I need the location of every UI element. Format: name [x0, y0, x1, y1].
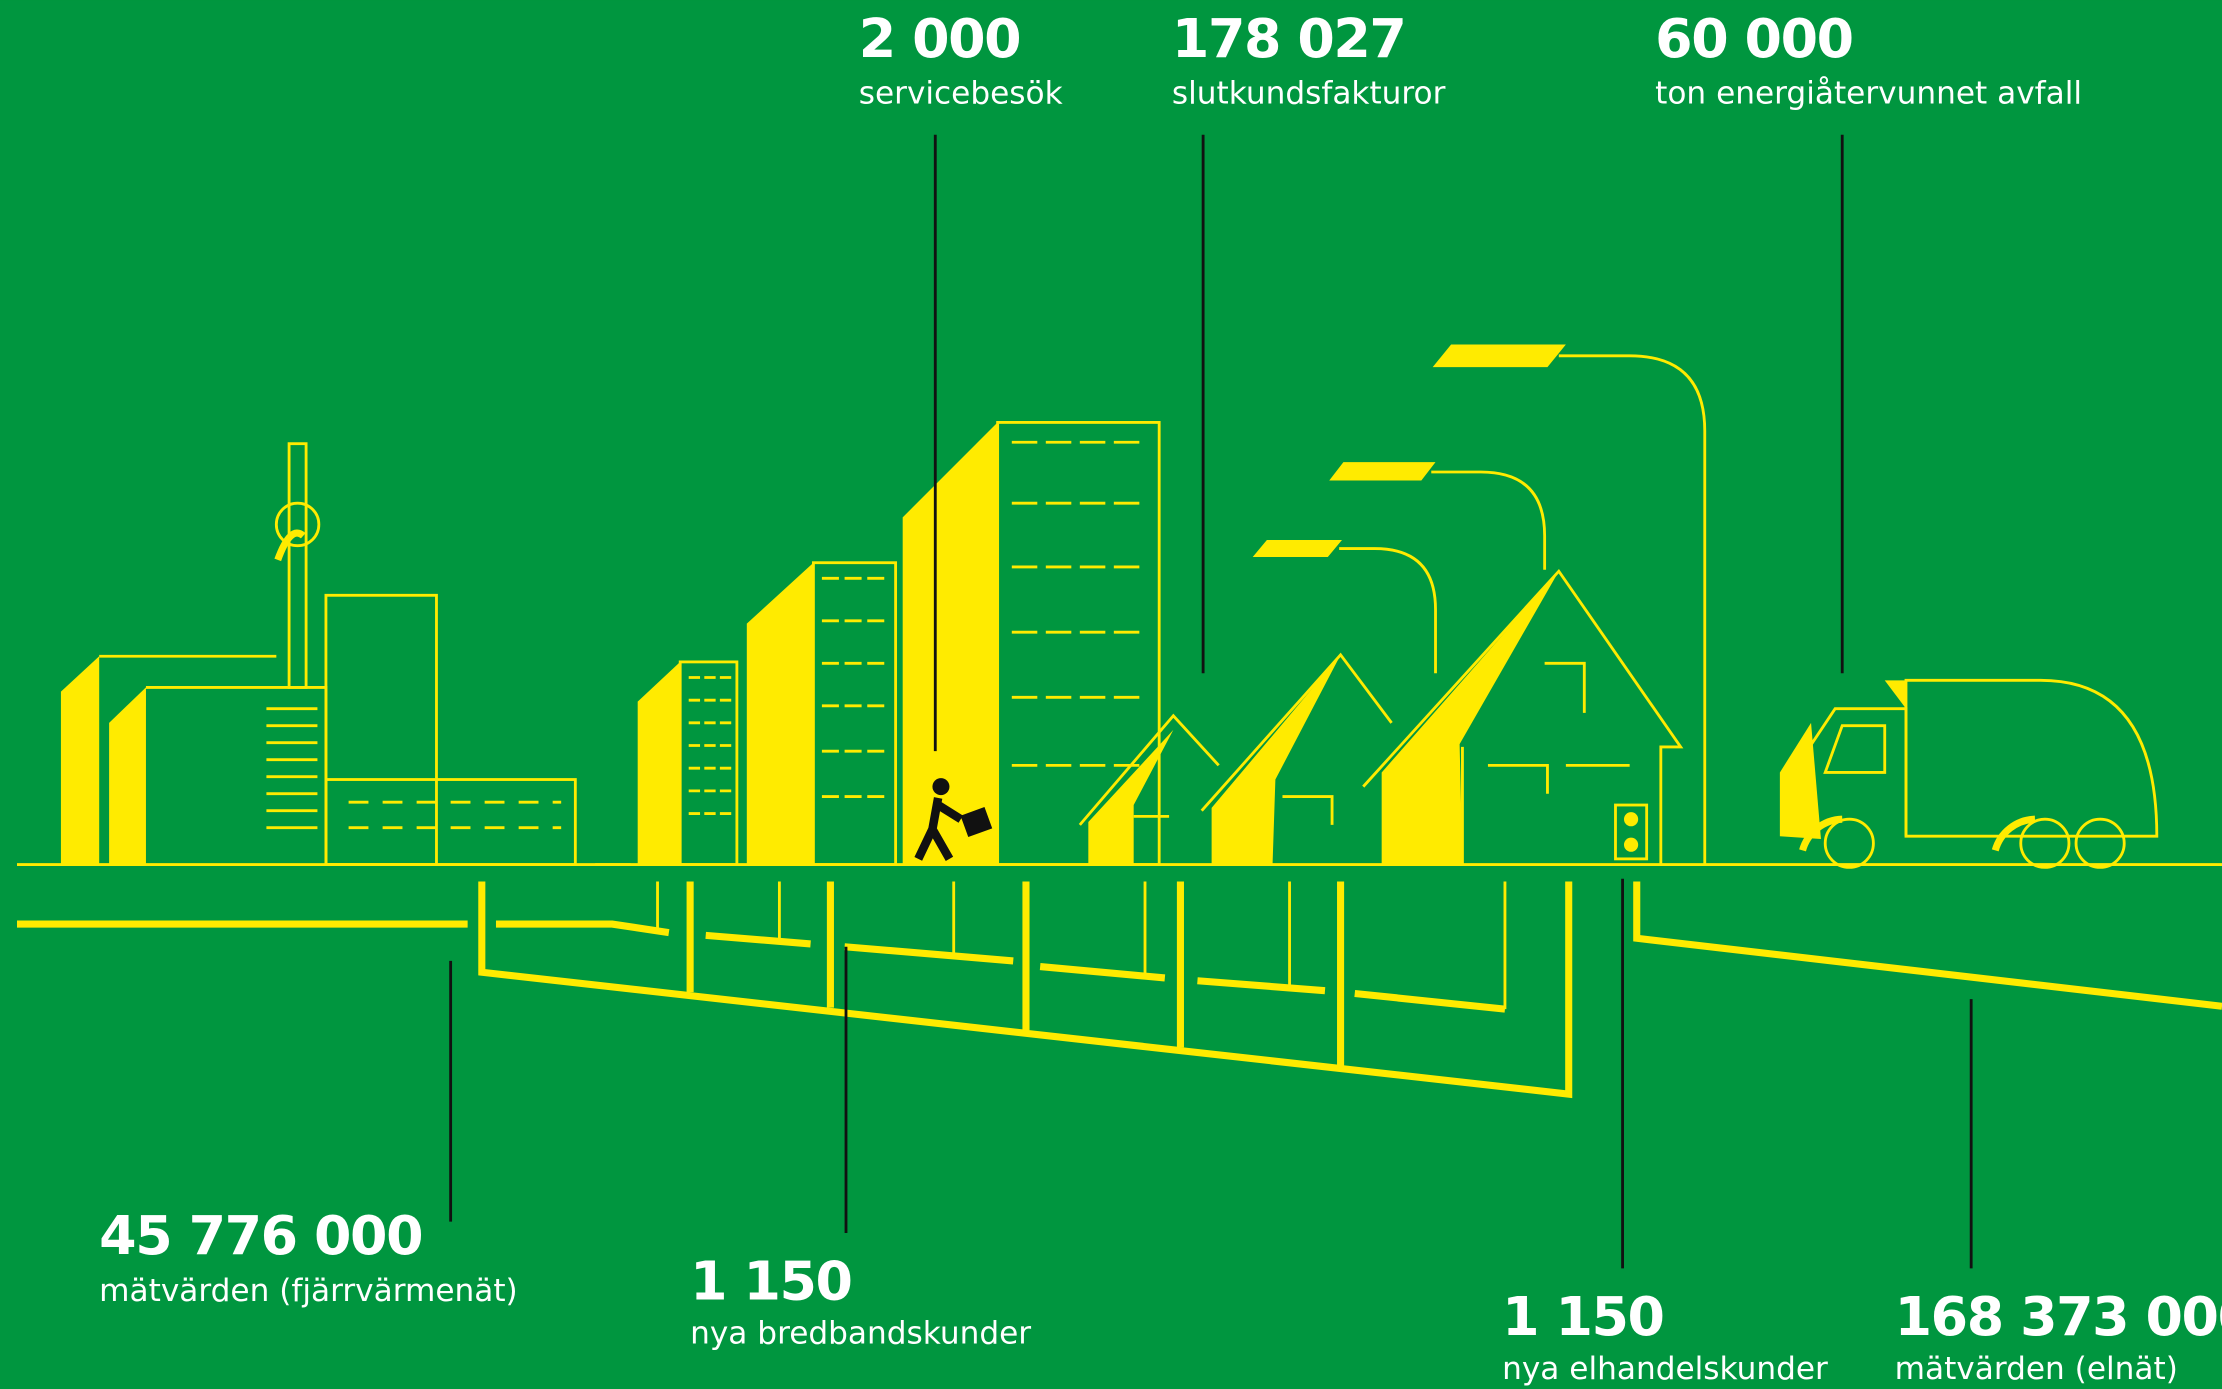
stat-label: servicebesök	[859, 76, 1063, 112]
stat-label: mätvärden (elnät)	[1895, 1351, 2178, 1387]
stat-value: 1 150	[1502, 1285, 1663, 1348]
stat-value: 1 150	[690, 1250, 851, 1313]
stat-value: 45 776 000	[99, 1204, 422, 1267]
stat-value: 178 027	[1172, 7, 1406, 70]
stat-value: 60 000	[1655, 7, 1853, 70]
background	[0, 0, 2222, 1389]
stat-label: slutkundsfakturor	[1172, 76, 1446, 112]
stat-label: mätvärden (fjärrvärmenät)	[99, 1273, 518, 1309]
stat-label: nya bredbandskunder	[690, 1316, 1031, 1352]
stat-value: 2 000	[859, 7, 1020, 70]
stat-label: nya elhandelskunder	[1502, 1351, 1828, 1387]
infographic: 2 000 servicebesök 178 027 slutkundsfakt…	[0, 0, 2222, 1389]
stat-label: ton energiåtervunnet avfall	[1655, 75, 2082, 112]
stat-value: 168 373 000	[1895, 1285, 2222, 1348]
